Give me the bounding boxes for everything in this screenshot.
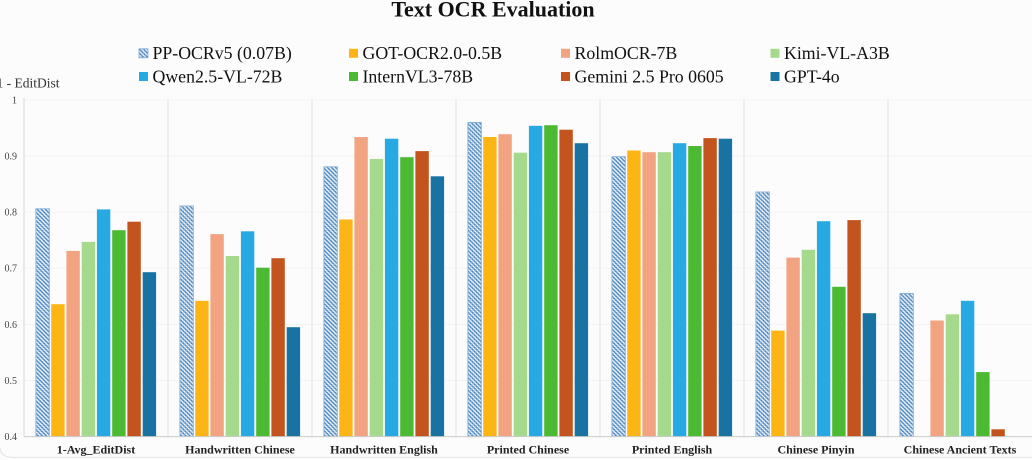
svg-text:0.5: 0.5 bbox=[5, 376, 18, 387]
svg-text:1: 1 bbox=[12, 95, 17, 106]
svg-text:InternVL3-78B: InternVL3-78B bbox=[363, 66, 474, 86]
svg-text:1-Avg_EditDist: 1-Avg_EditDist bbox=[57, 443, 135, 457]
svg-text:Printed English: Printed English bbox=[632, 443, 713, 457]
svg-text:Printed Chinese: Printed Chinese bbox=[487, 443, 570, 457]
svg-text:Handwritten Chinese: Handwritten Chinese bbox=[185, 443, 295, 457]
svg-text:0.4: 0.4 bbox=[5, 432, 18, 443]
svg-text:RolmOCR-7B: RolmOCR-7B bbox=[575, 43, 678, 63]
svg-text:Chinese Pinyin: Chinese Pinyin bbox=[777, 443, 854, 457]
svg-text:0.8: 0.8 bbox=[5, 208, 18, 219]
svg-text:PP-OCRv5 (0.07B): PP-OCRv5 (0.07B) bbox=[153, 43, 292, 64]
svg-text:0.7: 0.7 bbox=[5, 264, 18, 275]
svg-text:Handwritten English: Handwritten English bbox=[330, 443, 438, 457]
svg-text:GPT-4o: GPT-4o bbox=[784, 66, 840, 86]
svg-text:GOT-OCR2.0-0.5B: GOT-OCR2.0-0.5B bbox=[363, 43, 503, 63]
svg-text:1 - EditDist: 1 - EditDist bbox=[0, 75, 60, 90]
svg-text:Chinese Ancient Texts: Chinese Ancient Texts bbox=[904, 443, 1017, 457]
svg-text:0.9: 0.9 bbox=[5, 152, 18, 163]
svg-text:Gemini 2.5 Pro 0605: Gemini 2.5 Pro 0605 bbox=[575, 66, 724, 86]
svg-text:Text OCR Evaluation: Text OCR Evaluation bbox=[391, 0, 594, 22]
svg-text:Kimi-VL-A3B: Kimi-VL-A3B bbox=[784, 43, 890, 63]
svg-text:0.6: 0.6 bbox=[5, 320, 18, 331]
svg-text:Qwen2.5-VL-72B: Qwen2.5-VL-72B bbox=[153, 66, 283, 86]
